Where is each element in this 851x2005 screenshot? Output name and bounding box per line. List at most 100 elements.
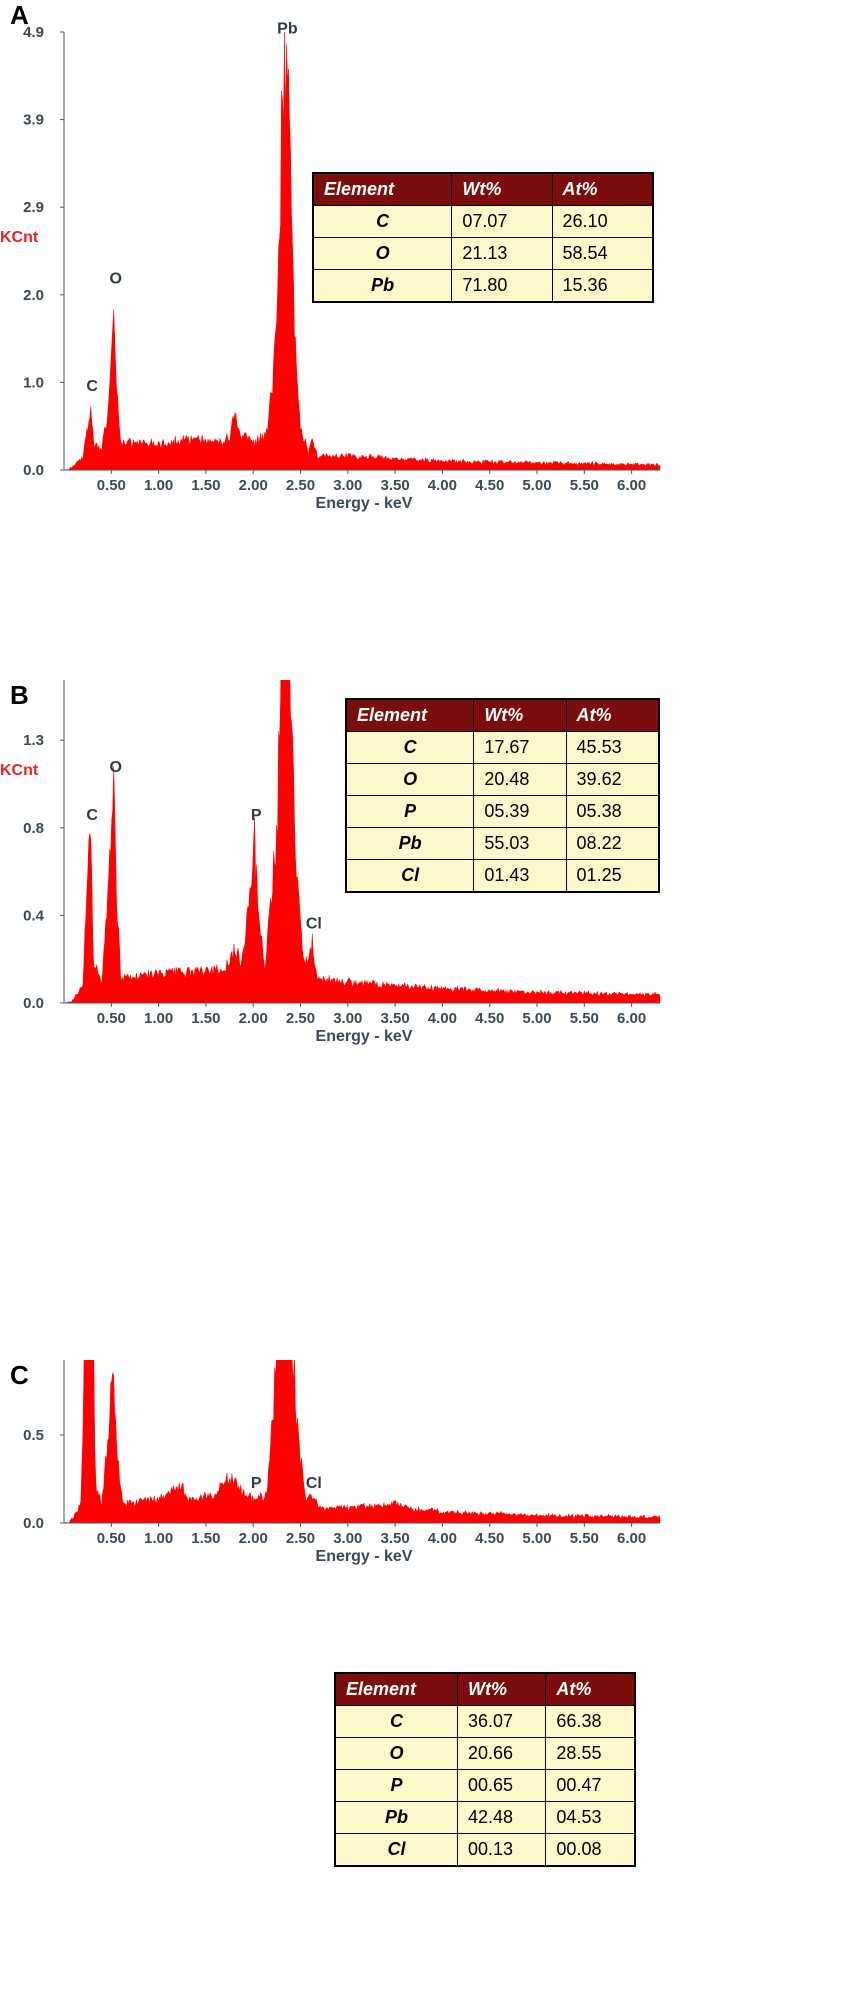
x-tick-label: 5.00 [522, 1530, 551, 1547]
header-wt: Wt% [457, 1672, 547, 1706]
y-tick-label: 2.9 [23, 199, 44, 216]
table-row: C 17.67 45.53 [345, 731, 660, 764]
composition-table: Element Wt% At% C 17.67 45.53 O 20.48 39.62 … [345, 698, 660, 893]
table-header-row: Element Wt% At% [334, 1672, 636, 1706]
table-row: Pb 71.80 15.36 [312, 269, 654, 303]
table-header-row: Element Wt% At% [345, 698, 660, 732]
at-cell: 15.36 [551, 269, 654, 303]
table-row: C 07.07 26.10 [312, 205, 654, 238]
x-tick-label: 3.00 [333, 1530, 362, 1547]
y-tick-label: 0.0 [23, 462, 44, 479]
element-cell: C [312, 205, 453, 238]
spectrum-chart: 0.0 1.0 2.0 2.9 3.9 4.9 0.50 1.00 1.50 2.00 2.50 3.… [0, 20, 661, 512]
table-row: C 36.07 66.38 [334, 1705, 636, 1738]
x-tick-label: 2.00 [239, 477, 268, 494]
x-tick-label: 2.50 [286, 1530, 315, 1547]
element-cell: C [345, 731, 475, 764]
x-tick-label: 2.50 [286, 1010, 315, 1027]
peak-label: Cl [306, 915, 322, 932]
header-element: Element [345, 698, 475, 732]
wt-cell: 01.43 [473, 859, 567, 893]
element-cell: Cl [345, 859, 475, 893]
x-tick-label: 5.50 [570, 1530, 599, 1547]
x-tick-label: 1.50 [191, 477, 220, 494]
spectrum-chart: 0.00.50.91.41.82.30.501.001.502.002.503.… [23, 1360, 661, 1565]
wt-cell: 42.48 [457, 1801, 547, 1834]
spectrum-area [64, 31, 661, 471]
at-cell: 01.25 [565, 859, 660, 893]
table-row: Cl 01.43 01.25 [345, 859, 660, 893]
y-tick-label: 0.4 [23, 907, 45, 924]
y-tick-label: 0.0 [23, 995, 44, 1012]
wt-cell: 36.07 [457, 1705, 547, 1738]
element-cell: O [312, 237, 453, 270]
wt-cell: 55.03 [473, 827, 567, 860]
at-cell: 39.62 [565, 763, 660, 796]
wt-cell: 00.65 [457, 1769, 547, 1802]
header-at: At% [545, 1672, 636, 1706]
at-cell: 00.08 [545, 1833, 636, 1867]
x-tick-label: 3.00 [333, 477, 362, 494]
peak-label: O [109, 271, 121, 288]
element-cell: Cl [334, 1833, 459, 1867]
table-row: Pb 55.03 08.22 [345, 827, 660, 860]
element-cell: Pb [312, 269, 453, 303]
at-cell: 08.22 [565, 827, 660, 860]
table-row: Cl 00.13 00.08 [334, 1833, 636, 1867]
panel-label: A [10, 0, 29, 30]
peak-label: Pb [277, 20, 298, 37]
x-tick-label: 4.50 [475, 1530, 504, 1547]
peak-label: Cl [306, 1475, 322, 1492]
table-row: O 21.13 58.54 [312, 237, 654, 270]
peak-label: P [251, 1475, 262, 1492]
element-cell: Pb [334, 1801, 459, 1834]
at-cell: 04.53 [545, 1801, 636, 1834]
peak-label: P [251, 807, 262, 824]
x-axis-label: Energy - keV [316, 1028, 413, 1045]
peak-label: C [86, 807, 98, 824]
x-tick-label: 5.50 [570, 477, 599, 494]
element-cell: P [345, 795, 475, 828]
y-tick-label: 0.8 [23, 820, 44, 837]
at-cell: 00.47 [545, 1769, 636, 1802]
composition-table: Element Wt% At% C 36.07 66.38 O 20.66 28.55 … [334, 1672, 636, 1867]
x-tick-label: 4.00 [428, 477, 457, 494]
at-cell: 66.38 [545, 1705, 636, 1738]
x-tick-label: 5.00 [522, 477, 551, 494]
peak-label: C [86, 378, 98, 395]
wt-cell: 20.48 [473, 763, 567, 796]
at-cell: 58.54 [551, 237, 654, 270]
y-axis-label: KCnt [0, 229, 39, 246]
spectrum-area [63, 1360, 661, 1524]
table-row: P 05.39 05.38 [345, 795, 660, 828]
wt-cell: 17.67 [473, 731, 567, 764]
x-tick-label: 1.50 [191, 1010, 220, 1027]
at-cell: 28.55 [545, 1737, 636, 1770]
x-axis-label: Energy - keV [316, 495, 413, 512]
at-cell: 26.10 [551, 205, 654, 238]
table-row: O 20.48 39.62 [345, 763, 660, 796]
at-cell: 05.38 [565, 795, 660, 828]
y-axis-label: KCnt [0, 762, 39, 779]
x-tick-label: 1.00 [144, 1010, 173, 1027]
x-tick-label: 3.50 [381, 1010, 410, 1027]
x-tick-label: 4.00 [428, 1010, 457, 1027]
x-tick-label: 3.00 [333, 1010, 362, 1027]
y-tick-label: 2.0 [23, 287, 44, 304]
table-header-row: Element Wt% At% [312, 172, 654, 206]
wt-cell: 20.66 [457, 1737, 547, 1770]
panel-b: B 0.00.40.81.31.72.10.501.001.502.002.50… [0, 680, 851, 1342]
x-tick-label: 2.00 [239, 1010, 268, 1027]
panel-label: C [10, 1360, 29, 1390]
element-cell: P [334, 1769, 459, 1802]
peak-label: O [109, 759, 121, 776]
panel-label: B [10, 680, 29, 710]
x-tick-label: 5.00 [522, 1010, 551, 1027]
x-tick-label: 3.50 [381, 1530, 410, 1547]
y-tick-label: 1.3 [23, 732, 44, 749]
element-cell: Pb [345, 827, 475, 860]
panel-a: A 0.0 1.0 2.0 2.9 3.9 4.9 0.50 1.00 1.50 2.00 2.50… [0, 0, 851, 662]
panel-c: C 0.00.50.91.41.82.30.501.001.502.002.50… [0, 1360, 851, 2005]
x-tick-label: 0.50 [97, 1530, 126, 1547]
header-at: At% [551, 172, 654, 206]
